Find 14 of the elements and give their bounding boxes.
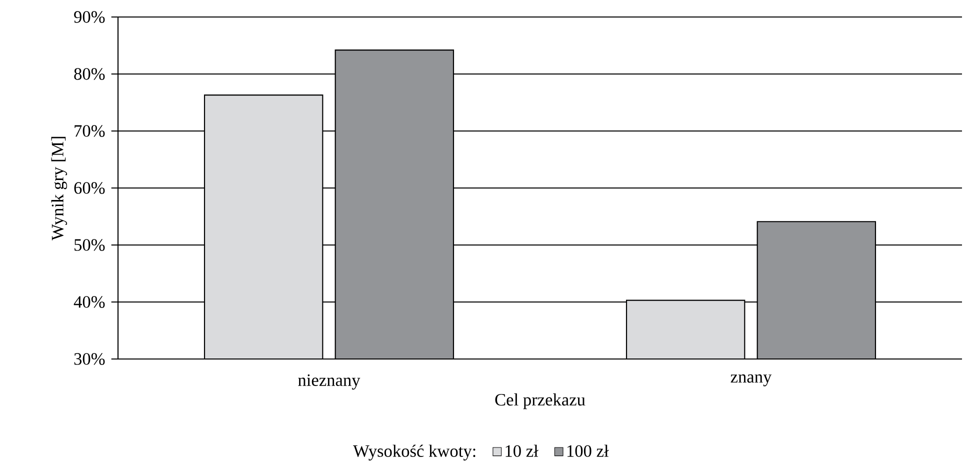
y-tick-label: 60%	[74, 182, 105, 194]
x-axis-title: Cel przekazu	[495, 393, 586, 410]
y-tick-label: 90%	[74, 11, 105, 23]
legend-label: 100 zł	[567, 444, 609, 457]
y-tick-label: 40%	[74, 296, 105, 308]
y-tick-label: 50%	[74, 239, 105, 251]
x-tick-label: znany	[730, 374, 772, 386]
y-tick-label: 80%	[74, 68, 105, 80]
y-tick-label: 30%	[74, 353, 105, 365]
y-tick-label: 70%	[74, 125, 105, 137]
legend-title: Wysokość kwoty:	[353, 444, 476, 460]
legend-label: 10 zł	[506, 444, 538, 457]
x-tick-label: nieznany	[298, 374, 360, 390]
y-axis-title: Wynik gry [M]	[51, 136, 68, 240]
